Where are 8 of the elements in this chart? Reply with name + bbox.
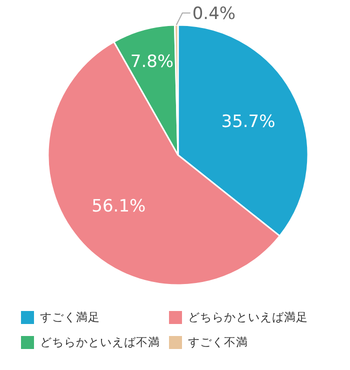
data-label: 0.4% bbox=[192, 4, 236, 24]
legend-label: どちらかといえば満足 bbox=[188, 310, 308, 325]
data-label: 7.8% bbox=[130, 52, 174, 72]
data-label: 56.1% bbox=[92, 196, 146, 217]
data-label: 35.7% bbox=[221, 112, 276, 132]
legend-label: どちらかといえば不満 bbox=[40, 335, 160, 350]
legend-label: すごく不満 bbox=[188, 335, 248, 350]
legend-label: すごく満足 bbox=[40, 310, 100, 325]
